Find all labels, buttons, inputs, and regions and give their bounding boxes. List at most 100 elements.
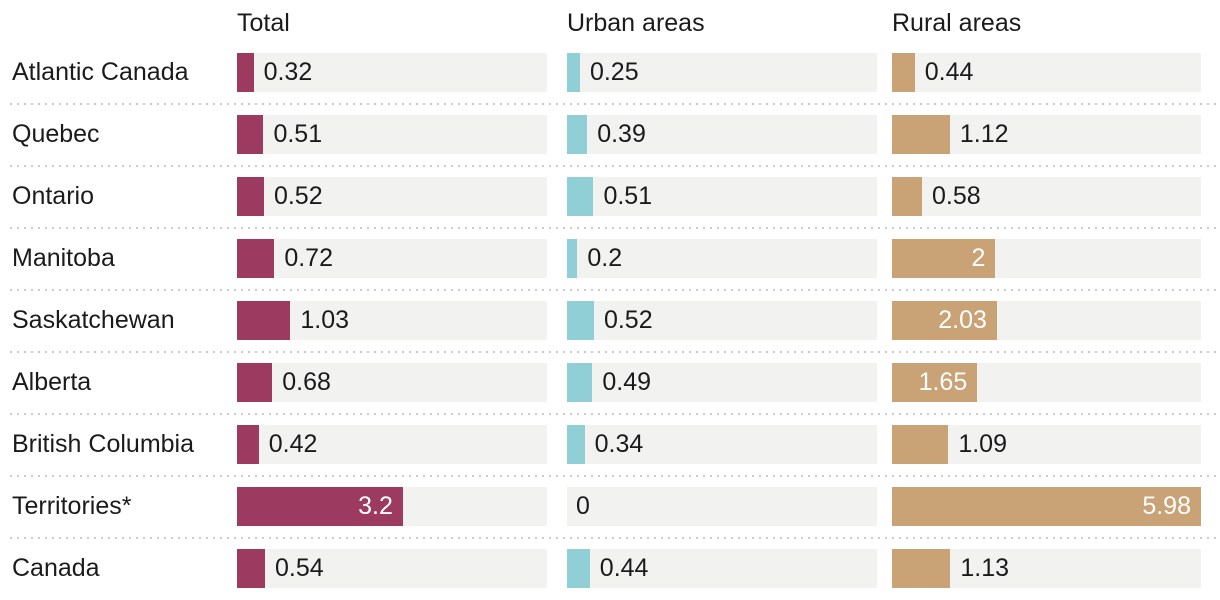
bar — [567, 363, 593, 402]
bar — [892, 549, 951, 588]
chart-row: Manitoba 0.72 0.2 2 — [10, 239, 1220, 301]
bar — [567, 177, 594, 216]
value-label: 0.51 — [273, 120, 323, 148]
value-label: 1.03 — [300, 306, 350, 334]
bar-track-rural: 0.44 — [892, 53, 1201, 92]
bar-track-rural: 1.12 — [892, 115, 1201, 154]
value-label: 0.42 — [268, 430, 318, 458]
row-label: Canada — [12, 554, 100, 582]
column-gap — [547, 53, 567, 92]
bar — [567, 425, 585, 464]
bar-track-total: 0.42 — [237, 425, 547, 464]
bar — [567, 115, 588, 154]
bar-track-total: 0.52 — [237, 177, 547, 216]
bar-track-rural: 2.03 — [892, 301, 1201, 340]
column-gap — [877, 177, 892, 216]
bar-track-urban: 0.49 — [567, 363, 877, 402]
chart-row: British Columbia 0.42 0.34 1.09 — [10, 425, 1220, 487]
value-label: 1.65 — [918, 368, 968, 396]
row-label: British Columbia — [12, 430, 195, 458]
column-gap — [877, 549, 892, 588]
bar — [892, 177, 922, 216]
value-label: 0.54 — [274, 554, 324, 582]
value-label: 0.44 — [924, 58, 974, 86]
chart-row: Territories* 3.2 0 5.98 — [10, 487, 1220, 549]
column-gap — [877, 53, 892, 92]
bar-track-total: 0.54 — [237, 549, 547, 588]
value-label: 0.52 — [273, 182, 323, 210]
bar: 2.03 — [892, 301, 997, 340]
bar — [567, 53, 580, 92]
bar: 5.98 — [892, 487, 1201, 526]
bar-track-rural: 2 — [892, 239, 1201, 278]
row-label: Quebec — [12, 120, 100, 148]
value-label: 1.13 — [960, 554, 1010, 582]
row-label: Atlantic Canada — [12, 58, 189, 86]
bar-track-total: 0.68 — [237, 363, 547, 402]
value-label: 0.32 — [263, 58, 313, 86]
column-header-rural-areas: Rural areas — [892, 9, 1022, 37]
bar-track-urban: 0.51 — [567, 177, 877, 216]
column-gap — [547, 425, 567, 464]
bar-track-urban: 0.2 — [567, 239, 877, 278]
bar — [567, 239, 578, 278]
column-gap — [877, 115, 892, 154]
bar — [237, 177, 264, 216]
value-label: 0.34 — [594, 430, 644, 458]
column-gap — [877, 239, 892, 278]
bar — [237, 425, 259, 464]
chart-row: Canada 0.54 0.44 1.13 — [12, 549, 1220, 598]
bar — [237, 301, 291, 340]
value-label: 0.25 — [589, 58, 639, 86]
bar — [237, 549, 265, 588]
row-label: Ontario — [12, 182, 94, 210]
bar-track-rural: 5.98 — [892, 487, 1201, 526]
bar — [237, 53, 254, 92]
value-label: 0.58 — [931, 182, 981, 210]
chart-row: Alberta 0.68 0.49 1.65 — [10, 363, 1220, 425]
bar — [237, 115, 264, 154]
row-label: Manitoba — [12, 244, 115, 272]
column-headers: Total Urban areas Rural areas — [12, 0, 1220, 53]
chart-row: Ontario 0.52 0.51 0.58 — [10, 177, 1220, 239]
column-gap — [547, 549, 567, 588]
bar: 3.2 — [237, 487, 403, 526]
bar-track-urban: 0.44 — [567, 549, 877, 588]
chart-row: Saskatchewan 1.03 0.52 2.03 — [10, 301, 1220, 363]
value-label: 0 — [576, 492, 590, 520]
bar — [892, 425, 949, 464]
bar: 2 — [892, 239, 996, 278]
bar — [237, 239, 275, 278]
bar-track-total: 0.72 — [237, 239, 547, 278]
value-label: 5.98 — [1142, 492, 1191, 520]
value-label: 1.09 — [958, 430, 1007, 458]
value-label: 1.12 — [959, 120, 1009, 148]
row-label: Alberta — [12, 368, 92, 396]
column-gap — [547, 115, 567, 154]
value-label: 0.49 — [602, 368, 652, 396]
value-label: 2.03 — [938, 306, 987, 334]
value-label: 0.51 — [603, 182, 653, 210]
value-label: 0.68 — [282, 368, 331, 396]
bar-track-total: 1.03 — [237, 301, 547, 340]
value-label: 0.72 — [284, 244, 333, 272]
bar: 1.65 — [892, 363, 978, 402]
bar-track-urban: 0.25 — [567, 53, 877, 92]
bar-track-total: 0.32 — [237, 53, 547, 92]
value-label: 0.44 — [599, 554, 649, 582]
bar — [567, 301, 594, 340]
column-gap — [547, 301, 567, 340]
column-gap — [547, 487, 567, 526]
chart-row: Atlantic Canada 0.32 0.25 0.44 — [10, 53, 1220, 115]
bar-track-total: 3.2 — [237, 487, 547, 526]
column-gap — [547, 363, 567, 402]
chart-row: Quebec 0.51 0.39 1.12 — [10, 115, 1220, 177]
bar-track-rural: 0.58 — [892, 177, 1201, 216]
column-gap — [877, 425, 892, 464]
bar-track-rural: 1.13 — [892, 549, 1201, 588]
column-header-urban-areas: Urban areas — [567, 9, 705, 37]
column-gap — [877, 363, 892, 402]
bar — [237, 363, 273, 402]
row-label: Territories* — [12, 492, 132, 520]
